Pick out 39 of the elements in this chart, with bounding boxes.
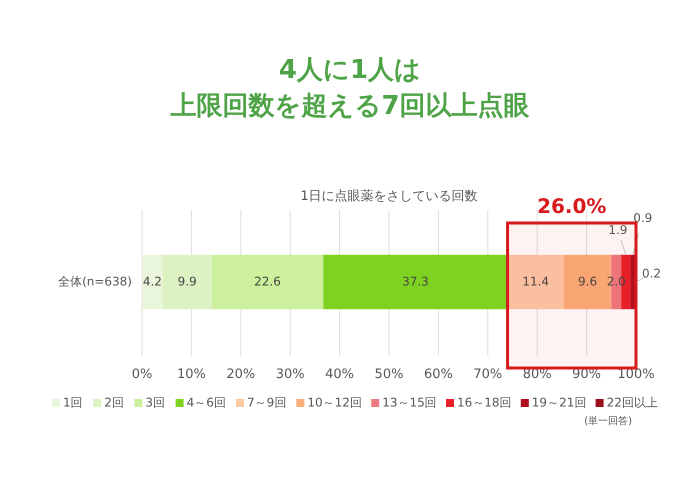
legend-label: 16～18回 [457,395,512,410]
data-label: 0.2 [642,266,662,280]
bar [630,254,636,310]
legend-label: 7～9回 [247,395,286,410]
chart-title: 4人に1人は [278,55,422,85]
text: 1日に点眼薬をさしている回数 [300,189,478,204]
x-tick-label: 30% [276,367,305,382]
data-label: 4.2 [142,274,162,288]
y-tick-label: 全体(n=638) [58,274,132,288]
data-label: 9.6 [578,274,598,288]
bar [162,254,212,310]
bar [212,254,324,310]
legend-label: 1回 [63,395,83,410]
x-tick-label: 40% [325,367,354,382]
data-label: 11.4 [522,274,550,288]
data-label: 22.6 [254,274,281,288]
legend-label: 4～6回 [186,395,226,410]
data-label: 1.9 [608,223,628,238]
text: (単一回答) [584,415,632,427]
legend-label: 13～15回 [382,395,437,410]
data-label: 9.9 [178,274,197,288]
bar [142,254,163,310]
legend-label: 22回以上 [606,395,658,410]
legend-label: 3回 [145,395,166,410]
legend-label: 10～12回 [307,395,362,410]
data-label: 37.3 [402,274,429,288]
legend-label: 19～21回 [532,395,586,410]
x-tick-label: 50% [374,367,404,382]
x-tick-label: 60% [424,367,453,382]
data-label: 2.0 [606,274,626,288]
data-label: 0.9 [633,211,652,226]
band-label: 26.0% [537,194,606,218]
x-tick-label: 0% [132,367,152,382]
x-tick-label: 20% [226,367,256,382]
x-tick-label: 70% [473,367,502,382]
legend-label: 2回 [104,395,124,410]
chart-subtitle: 上限回数を超える7回以上点眼 [169,91,530,121]
bar [508,254,564,310]
x-tick-label: 10% [176,367,206,382]
